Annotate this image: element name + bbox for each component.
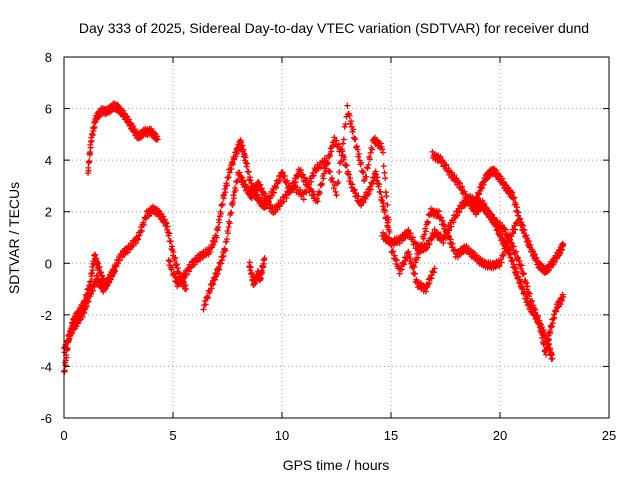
y-tick-label: 4 [45, 153, 52, 168]
x-tick-label: 25 [602, 428, 616, 443]
y-tick-label: -2 [40, 308, 52, 323]
plot-frame [63, 56, 610, 419]
y-tick-label: 8 [45, 50, 52, 65]
series-1-points [85, 100, 161, 176]
ticks: 0 5 10 15 20 25 -6 -4 -2 0 2 4 6 8 [40, 50, 616, 443]
x-tick-label: 5 [169, 428, 176, 443]
series-layer [61, 100, 567, 375]
y-tick-label: 6 [45, 102, 52, 117]
x-tick-label: 15 [384, 428, 398, 443]
x-tick-label: 10 [275, 428, 289, 443]
y-tick-label: 2 [45, 205, 52, 220]
series-6-points [246, 255, 268, 288]
series-10-points [466, 194, 556, 362]
y-tick-label: -6 [40, 411, 52, 426]
x-tick-label: 0 [60, 428, 67, 443]
series-4-points [165, 134, 392, 290]
chart-title: Day 333 of 2025, Sidereal Day-to-day VTE… [79, 20, 589, 36]
y-axis-label: SDTVAR / TECUs [6, 182, 22, 294]
y-tick-label: 0 [45, 256, 52, 271]
x-tick-label: 20 [493, 428, 507, 443]
x-axis-label: GPS time / hours [283, 457, 390, 473]
series-5-points [200, 102, 438, 313]
y-tick-label: -4 [40, 359, 52, 374]
grid [64, 57, 609, 418]
